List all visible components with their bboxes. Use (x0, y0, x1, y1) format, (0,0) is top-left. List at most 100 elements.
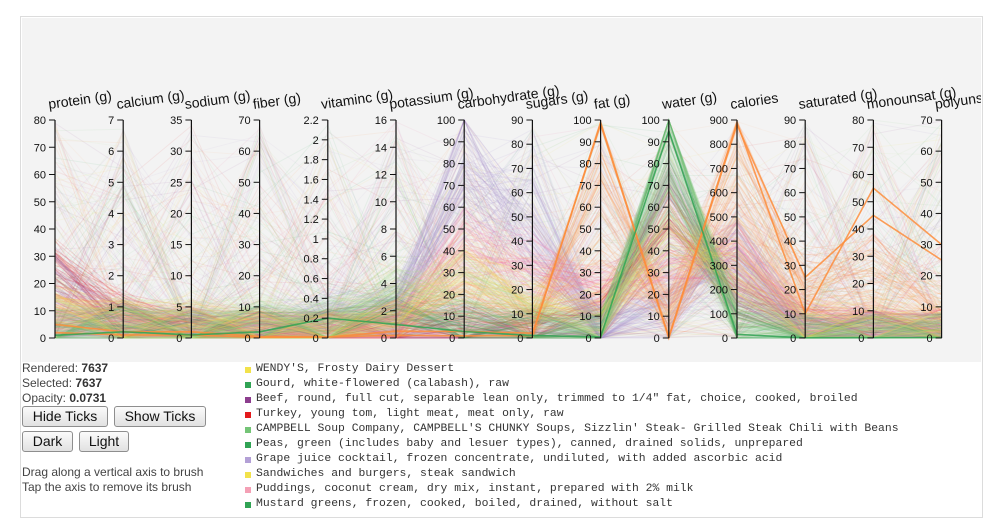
data-line (54, 266, 942, 339)
tick-label: 50 (648, 224, 660, 236)
stats-panel: Rendered: 7637 Selected: 7637 Opacity: 0… (22, 361, 108, 406)
data-line (54, 128, 943, 339)
data-line (54, 216, 942, 339)
data-line (54, 121, 943, 339)
data-line (54, 210, 942, 339)
legend-label: Gourd, white-flowered (calabash), raw (256, 378, 509, 390)
tick-label: 20 (34, 279, 46, 291)
data-line (54, 228, 942, 339)
tick-label: 6 (381, 251, 387, 263)
tick-label: 8 (381, 224, 387, 236)
data-line (54, 129, 942, 339)
legend-item[interactable]: WENDY'S, Frosty Dairy Dessert (245, 362, 899, 377)
axis-title[interactable]: vitaminc (g) (320, 86, 394, 112)
data-line (54, 258, 942, 339)
data-line (54, 147, 942, 339)
data-line (54, 119, 942, 339)
data-line (54, 130, 943, 339)
data-line (54, 118, 942, 339)
data-line (54, 150, 942, 339)
axis-title[interactable]: fiber (g) (252, 89, 302, 112)
tick-label: 0 (449, 333, 455, 345)
data-line (54, 142, 942, 334)
data-line (54, 256, 942, 339)
data-line (54, 151, 942, 338)
parallel-coordinates-plot[interactable]: 0 10 20 30 40 50 60 70 80 protein (g) 0 1 2 3 4 5 6 7 calc… (22, 18, 981, 362)
tick-label: 1 (108, 302, 114, 314)
data-line (54, 226, 942, 339)
data-line (54, 251, 942, 339)
data-line (54, 254, 942, 339)
data-line (54, 172, 942, 339)
data-line (54, 209, 942, 339)
data-line (54, 251, 942, 339)
data-line (54, 225, 942, 338)
data-line (54, 224, 942, 339)
data-line (54, 251, 942, 339)
tick-label: 40 (852, 224, 864, 236)
rendered-stat: Rendered: 7637 (22, 361, 108, 376)
data-line (54, 136, 943, 338)
data-line (54, 242, 942, 339)
data-line (54, 196, 942, 339)
tick-label: 100 (573, 115, 591, 127)
axis-title[interactable]: fat (g) (593, 91, 631, 112)
data-line (54, 140, 942, 339)
tick-label: 800 (710, 139, 728, 151)
data-line (54, 138, 942, 333)
data-line (54, 193, 942, 339)
axis-title[interactable]: protein (g) (47, 87, 112, 112)
axis-title[interactable]: sodium (g) (184, 87, 252, 112)
legend-item[interactable]: Turkey, young tom, light meat, meat only… (245, 407, 899, 422)
data-line (54, 217, 942, 339)
legend-item[interactable]: Mustard greens, frozen, cooked, boiled, … (245, 497, 899, 512)
data-line (54, 138, 942, 339)
show-ticks-button[interactable]: Show Ticks (114, 406, 206, 427)
data-line (54, 162, 942, 339)
legend-item[interactable]: Puddings, coconut cream, dry mix, instan… (245, 482, 899, 497)
legend-item[interactable]: Grape juice cocktail, frozen concentrate… (245, 452, 899, 467)
tick-label: 0 (40, 333, 46, 345)
data-line (54, 231, 942, 339)
hide-ticks-button[interactable]: Hide Ticks (22, 406, 108, 427)
dark-theme-button[interactable]: Dark (22, 431, 73, 452)
axis-title[interactable]: water (g) (660, 88, 718, 112)
legend-item[interactable]: Sandwiches and burgers, steak sandwich (245, 467, 899, 482)
tick-label: 80 (784, 139, 796, 151)
data-line (55, 181, 942, 339)
data-line (54, 242, 942, 339)
axis-title[interactable]: calcium (g) (115, 87, 185, 112)
legend-swatch (245, 486, 251, 493)
legend-label: Peas, green (includes baby and lesuer ty… (256, 438, 803, 450)
data-line (54, 215, 942, 331)
data-line (54, 219, 942, 339)
tick-label: 0 (313, 333, 319, 345)
tick-label: 2 (313, 135, 319, 147)
data-line (54, 232, 942, 339)
tick-label: 80 (511, 139, 523, 151)
data-line (54, 157, 942, 338)
legend-item[interactable]: Beef, round, full cut, separable lean on… (245, 392, 899, 407)
axis-title[interactable]: calories (729, 89, 779, 112)
tick-label: 1 (313, 234, 319, 246)
data-line (54, 160, 942, 339)
data-line (54, 217, 942, 339)
data-line (54, 164, 942, 339)
legend-item[interactable]: Peas, green (includes baby and lesuer ty… (245, 437, 899, 452)
tick-label: 16 (375, 115, 387, 127)
legend-item[interactable]: Gourd, white-flowered (calabash), raw (245, 377, 899, 392)
legend-item[interactable]: CAMPBELL Soup Company, CAMPBELL'S CHUNKY… (245, 422, 899, 437)
tick-label: 20 (920, 271, 932, 283)
light-theme-button[interactable]: Light (79, 431, 129, 452)
tick-label: 10 (170, 271, 182, 283)
tick-label: 70 (511, 163, 523, 175)
legend-swatch (245, 441, 251, 448)
data-line (54, 147, 942, 339)
